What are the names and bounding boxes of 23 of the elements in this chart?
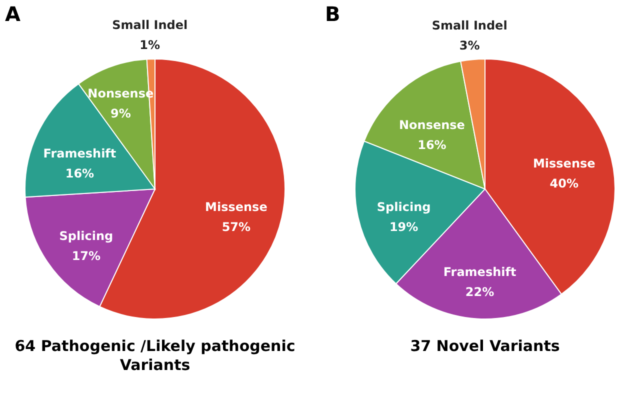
chart-title: A [5,2,21,26]
data-label: 1% [140,38,160,52]
text: 37 Novel Variants [410,337,560,355]
text: 64 Pathogenic /Likely pathogenic Variants [14,337,296,374]
slice-label: Small Indel [432,18,508,33]
slice-label: Splicing [376,200,431,214]
data-label: 57% [222,220,251,234]
chart-title: B [324,2,340,26]
data-label: 9% [110,106,131,121]
data-label: 40% [550,176,578,190]
slice-label: Frameshift [43,146,116,161]
slice-label: Missense [532,156,596,170]
data-label: 16% [418,138,446,152]
data-label: 22% [465,285,494,300]
slice-label: Missense [205,200,268,214]
slice-label: Splicing [59,228,114,243]
slice-label: Small Indel [112,18,188,32]
data-label: 16% [65,166,94,181]
data-label: 3% [459,38,480,53]
slice-label: Frameshift [443,265,516,280]
slice-label: Nonsense [399,118,465,132]
data-label: 17% [72,248,101,263]
data-label: 19% [389,220,418,234]
